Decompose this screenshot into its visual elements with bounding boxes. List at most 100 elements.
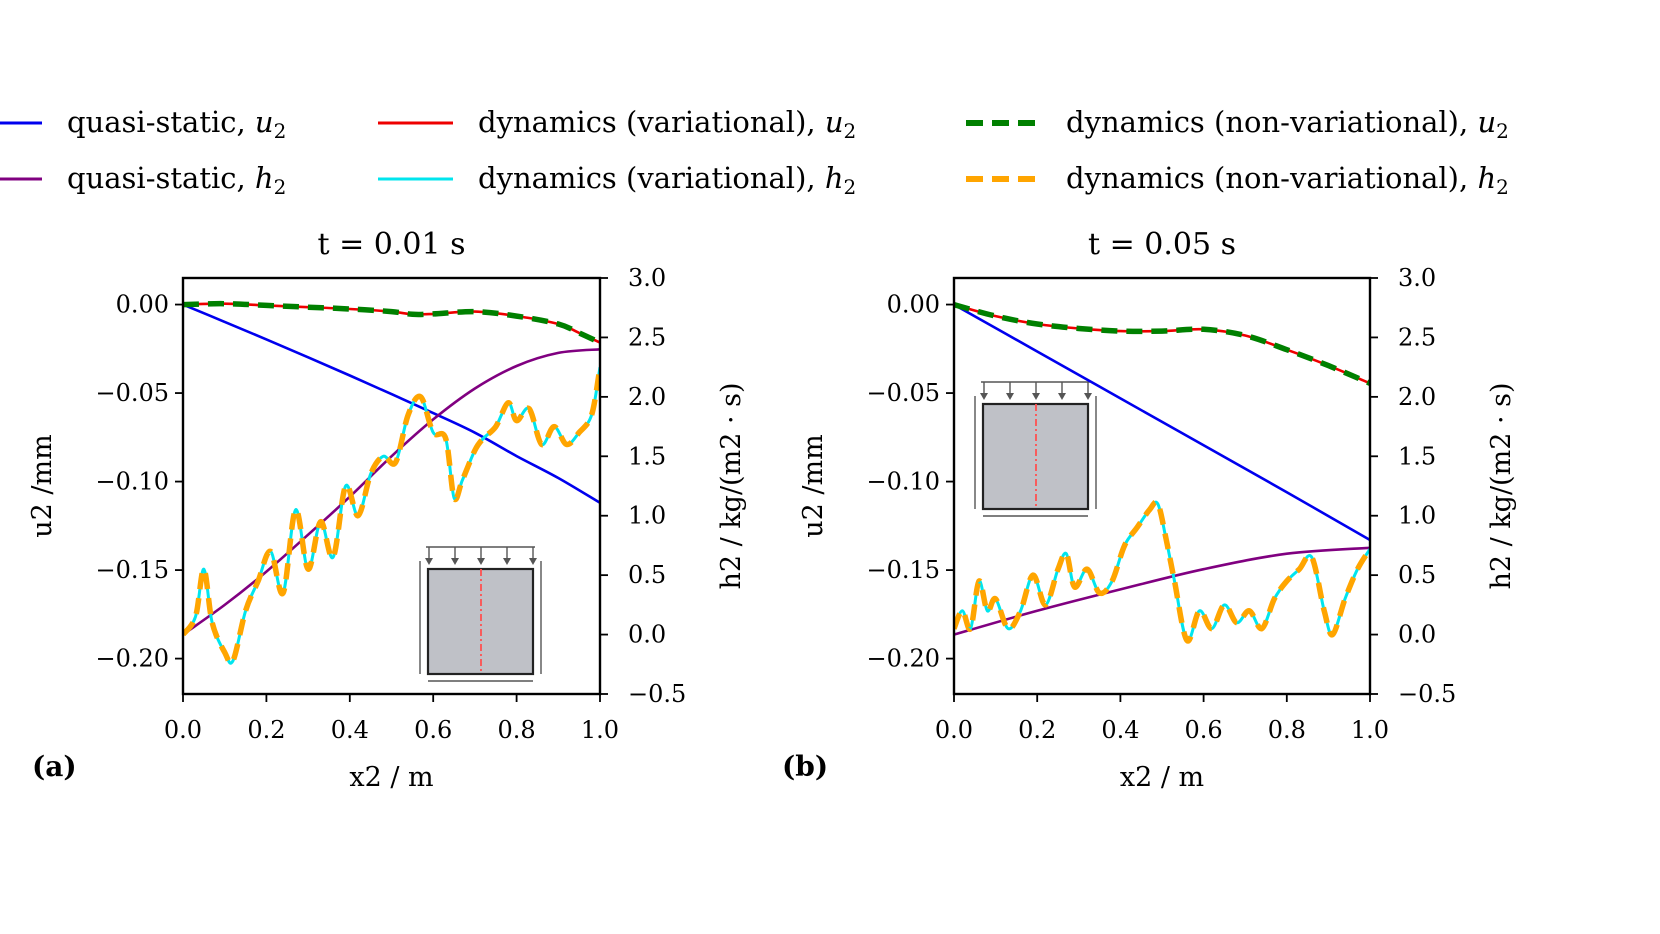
- x-tick-label: 0.0: [935, 716, 973, 744]
- load-arrow-head: [1032, 393, 1040, 400]
- y-right-tick-label: 1.0: [1398, 502, 1436, 530]
- y-right-tick-label: 1.0: [628, 502, 666, 530]
- y-right-tick-label: 1.5: [1398, 442, 1436, 470]
- series-line-dv_u: [954, 303, 1370, 385]
- series-line-dn_u: [954, 301, 1370, 386]
- x-tick-label: 0.6: [414, 716, 452, 744]
- x-tick-label: 0.0: [164, 716, 202, 744]
- panel-title: t = 0.05 s: [1088, 227, 1236, 262]
- legend-item-qs_u: quasi-static, u2: [0, 105, 286, 143]
- legend-label: dynamics (non-variational), h2: [1066, 161, 1509, 199]
- legend-label: quasi-static, u2: [67, 105, 286, 143]
- legend-label-text: dynamics (non-variational),: [1066, 105, 1477, 139]
- legend-subscript: 2: [844, 119, 857, 143]
- y-right-tick-label: 0.5: [1398, 561, 1436, 589]
- y-left-tick-label: 0.00: [887, 291, 940, 319]
- legend-label: dynamics (variational), u2: [478, 105, 856, 143]
- y-right-tick-label: 2.0: [628, 383, 666, 411]
- legend-subscript: 2: [274, 175, 287, 199]
- panel-a: 0.0 0.2 0.4 0.6 0.8 1.0 0.00 −0.05 −0.10 −0.15 −0.…: [27, 227, 747, 793]
- series-line-dn_u: [183, 300, 600, 346]
- load-arrow-head: [529, 558, 537, 565]
- series-group: [954, 301, 1370, 644]
- panel-label: (b): [782, 750, 828, 783]
- legend-label-text: dynamics (variational),: [478, 161, 825, 195]
- y-left-axis-label: u2 /mm: [798, 434, 829, 537]
- legend-label: quasi-static, h2: [67, 161, 286, 199]
- legend-symbol: u: [1477, 105, 1496, 139]
- x-tick-label: 1.0: [1351, 716, 1389, 744]
- y-left-tick-label: −0.10: [866, 468, 940, 496]
- load-arrow-head: [425, 558, 433, 565]
- x-tick-label: 0.4: [331, 716, 369, 744]
- legend-label: dynamics (non-variational), u2: [1066, 105, 1509, 143]
- y-left-tick-label: −0.20: [866, 645, 940, 673]
- y-right-tick-label: 0.5: [628, 561, 666, 589]
- legend-label-text: quasi-static,: [67, 161, 255, 195]
- load-arrow-head: [503, 558, 511, 565]
- legend-label-text: dynamics (variational),: [478, 105, 825, 139]
- y-left-tick-label: −0.20: [95, 645, 169, 673]
- legend-label: dynamics (variational), h2: [478, 161, 856, 199]
- legend-subscript: 2: [844, 175, 857, 199]
- y-left-tick-label: −0.10: [95, 468, 169, 496]
- y-left-axis-label: u2 /mm: [27, 434, 58, 537]
- legend-item-qs_h: quasi-static, h2: [0, 161, 286, 199]
- series-group: [183, 300, 600, 666]
- y-right-tick-label: 1.5: [628, 442, 666, 470]
- x-tick-label: 0.6: [1185, 716, 1223, 744]
- series-line-qs_h: [183, 348, 600, 636]
- x-tick-label: 0.2: [1018, 716, 1056, 744]
- load-arrow-head: [1006, 393, 1014, 400]
- load-arrow-head: [980, 393, 988, 400]
- legend-symbol: u: [255, 105, 274, 139]
- series-line-dn_h: [183, 366, 600, 666]
- y-right-tick-label: 2.5: [628, 323, 666, 351]
- boundary-condition-inset: [974, 381, 1097, 517]
- load-arrow-head: [477, 558, 485, 565]
- x-tick-label: 1.0: [581, 716, 619, 744]
- y-right-tick-label: 3.0: [1398, 264, 1436, 292]
- series-line-qs_h: [954, 546, 1370, 636]
- boundary-condition-inset: [419, 546, 542, 682]
- y-left-tick-label: −0.15: [866, 556, 940, 584]
- legend-subscript: 2: [274, 119, 287, 143]
- plot-frame: [181, 276, 602, 696]
- y-right-tick-label: −0.5: [1398, 680, 1456, 708]
- legend-item-dv_h: dynamics (variational), h2: [378, 161, 856, 199]
- y-left-tick-label: 0.00: [116, 291, 169, 319]
- x-axis-label: x2 / m: [349, 762, 433, 793]
- panel-title: t = 0.01 s: [318, 227, 466, 262]
- series-line-qs_u: [954, 303, 1370, 542]
- y-right-tick-label: 0.0: [1398, 621, 1436, 649]
- series-line-dv_h: [183, 366, 600, 665]
- load-arrow-head: [1058, 393, 1066, 400]
- y-right-axis-label: h2 / kg/(m2 · s): [716, 382, 747, 589]
- y-right-tick-label: −0.5: [628, 680, 686, 708]
- x-tick-label: 0.4: [1101, 716, 1139, 744]
- series-line-dn_h: [954, 499, 1370, 644]
- load-arrow-head: [451, 558, 459, 565]
- x-axis-label: x2 / m: [1120, 762, 1204, 793]
- plot-frame: [952, 276, 1372, 696]
- x-tick-label: 0.8: [1268, 716, 1306, 744]
- legend-symbol: u: [825, 105, 844, 139]
- legend-label-text: dynamics (non-variational),: [1066, 161, 1477, 195]
- legend-symbol: h: [255, 161, 274, 195]
- y-right-tick-label: 2.5: [1398, 323, 1436, 351]
- y-left-tick-label: −0.05: [866, 379, 940, 407]
- x-tick-label: 0.2: [247, 716, 285, 744]
- x-tick-label: 0.8: [498, 716, 536, 744]
- panel-label: (a): [32, 750, 77, 783]
- load-arrow-head: [1084, 393, 1092, 400]
- series-line-qs_u: [183, 303, 600, 504]
- legend-label-text: quasi-static,: [67, 105, 255, 139]
- y-left-tick-label: −0.15: [95, 556, 169, 584]
- legend-subscript: 2: [1496, 119, 1509, 143]
- y-right-axis-label: h2 / kg/(m2 · s): [1486, 382, 1517, 589]
- legend-symbol: h: [825, 161, 844, 195]
- y-right-tick-label: 3.0: [628, 264, 666, 292]
- legend-subscript: 2: [1496, 175, 1509, 199]
